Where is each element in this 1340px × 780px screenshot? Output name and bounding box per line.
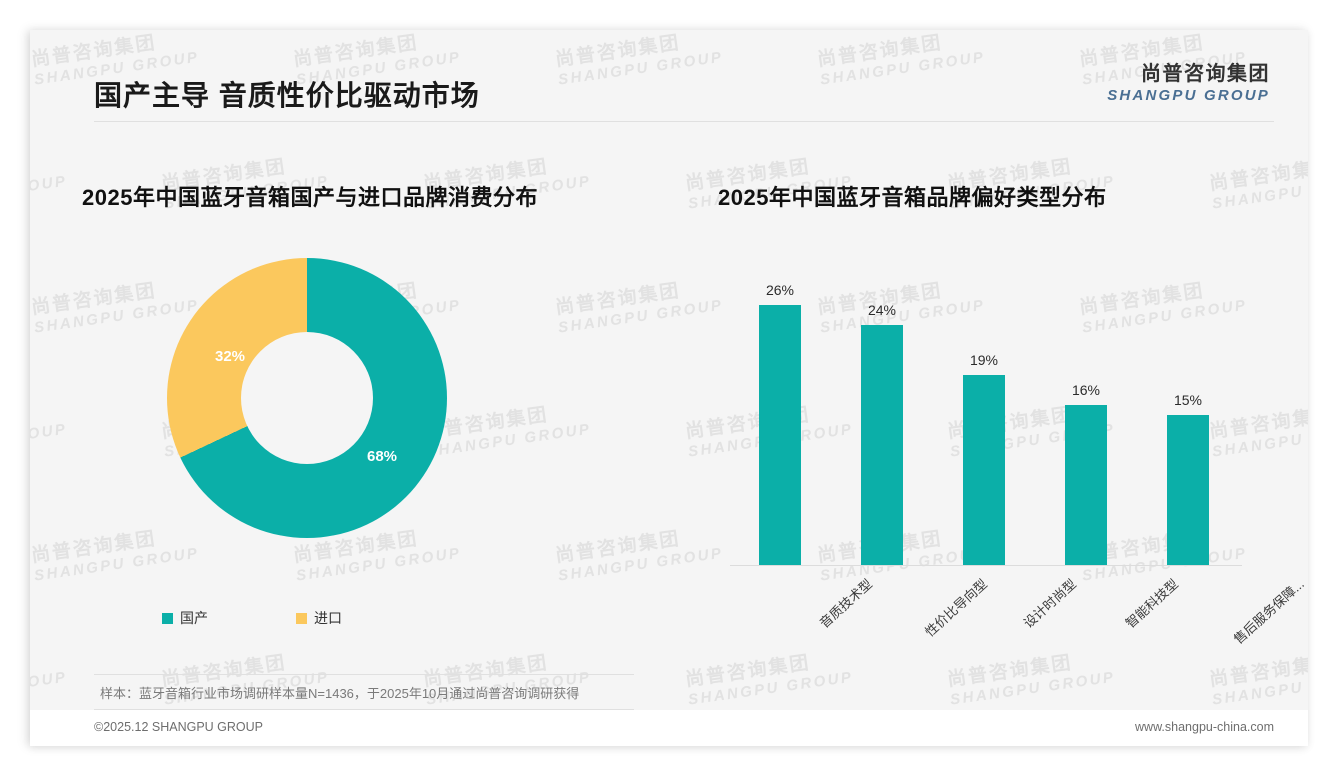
logo-chinese-text: 尚普咨询集团 xyxy=(1141,63,1270,85)
header-divider xyxy=(94,121,1274,122)
bar-value-label: 24% xyxy=(867,302,897,318)
brand-logo: 尚普咨询集团 SHANGPU GROUP xyxy=(1107,63,1270,104)
bar-baseline-axis xyxy=(730,565,1242,566)
bar-value-label: 26% xyxy=(765,282,795,298)
bar[interactable] xyxy=(1065,405,1107,565)
note-divider-bottom xyxy=(94,709,634,710)
donut-hole xyxy=(241,332,373,464)
bar-category-label: 音质技术型 xyxy=(816,576,876,631)
legend-label-domestic: 国产 xyxy=(180,610,208,626)
chart-title-donut: 2025年中国蓝牙音箱国产与进口品牌消费分布 xyxy=(82,185,538,210)
footer-website[interactable]: www.shangpu-china.com xyxy=(1135,720,1274,734)
bar-value-label: 15% xyxy=(1173,392,1203,408)
legend-swatch-import xyxy=(296,612,307,624)
donut-slice-label-import: 32% xyxy=(215,348,246,365)
logo-english-text: SHANGPU GROUP xyxy=(1107,86,1270,104)
bar-column: 19% xyxy=(936,241,1032,565)
donut-chart: 68% 32% xyxy=(167,258,447,538)
bar-value-label: 16% xyxy=(1071,382,1101,398)
legend-label-import: 进口 xyxy=(314,610,342,626)
slide-card: 尚普咨询集团 SHANGPU GROUP 尚普咨询集团 SHANGPU GROUP 尚普… xyxy=(30,30,1308,746)
panel-domestic-vs-import: 2025年中国蓝牙音箱国产与进口品牌消费分布 68% 32% 国产 进口 xyxy=(82,180,682,660)
bar-category-label: 设计时尚型 xyxy=(1020,576,1080,631)
footer-copyright: ©2025.12 SHANGPU GROUP xyxy=(94,720,263,734)
bar-column: 24% xyxy=(834,241,930,565)
bar-category-label: 售后服务保障... xyxy=(1230,576,1307,647)
chart-title-bar: 2025年中国蓝牙音箱品牌偏好类型分布 xyxy=(718,185,1107,210)
legend-swatch-domestic xyxy=(162,612,173,624)
bar-column: 15% xyxy=(1140,241,1236,565)
bar-column: 26% xyxy=(732,241,828,565)
panel-brand-preference: 2025年中国蓝牙音箱品牌偏好类型分布 26% 音质技术型 24% 性价比导向型 19%… xyxy=(718,180,1307,660)
bar-category-label: 性价比导向型 xyxy=(922,576,991,640)
bar[interactable] xyxy=(963,375,1005,565)
note-divider-top xyxy=(94,674,634,675)
bar[interactable] xyxy=(759,305,801,565)
sample-note: 样本：蓝牙音箱行业市场调研样本量N=1436，于2025年10月通过尚普咨询调研… xyxy=(100,686,580,701)
donut-slice-label-domestic: 68% xyxy=(367,448,398,465)
bar[interactable] xyxy=(1167,415,1209,565)
slide-header: 国产主导 音质性价比驱动市场 尚普咨询集团 SHANGPU GROUP xyxy=(30,30,1308,122)
bar-value-label: 19% xyxy=(969,352,999,368)
bar[interactable] xyxy=(861,325,903,565)
slide-footer: ©2025.12 SHANGPU GROUP www.shangpu-china… xyxy=(30,710,1308,746)
bar-chart: 26% 音质技术型 24% 性价比导向型 19% 设计时尚型 16% 智能科技型 15% 售后服务… xyxy=(728,241,1307,647)
bar-column: 16% xyxy=(1038,241,1134,565)
page-title: 国产主导 音质性价比驱动市场 xyxy=(94,80,480,111)
legend-item-import[interactable]: 进口 xyxy=(296,608,342,628)
donut-legend: 国产 进口 xyxy=(162,608,482,628)
legend-item-domestic[interactable]: 国产 xyxy=(162,608,208,628)
bar-category-label: 智能科技型 xyxy=(1122,576,1182,631)
